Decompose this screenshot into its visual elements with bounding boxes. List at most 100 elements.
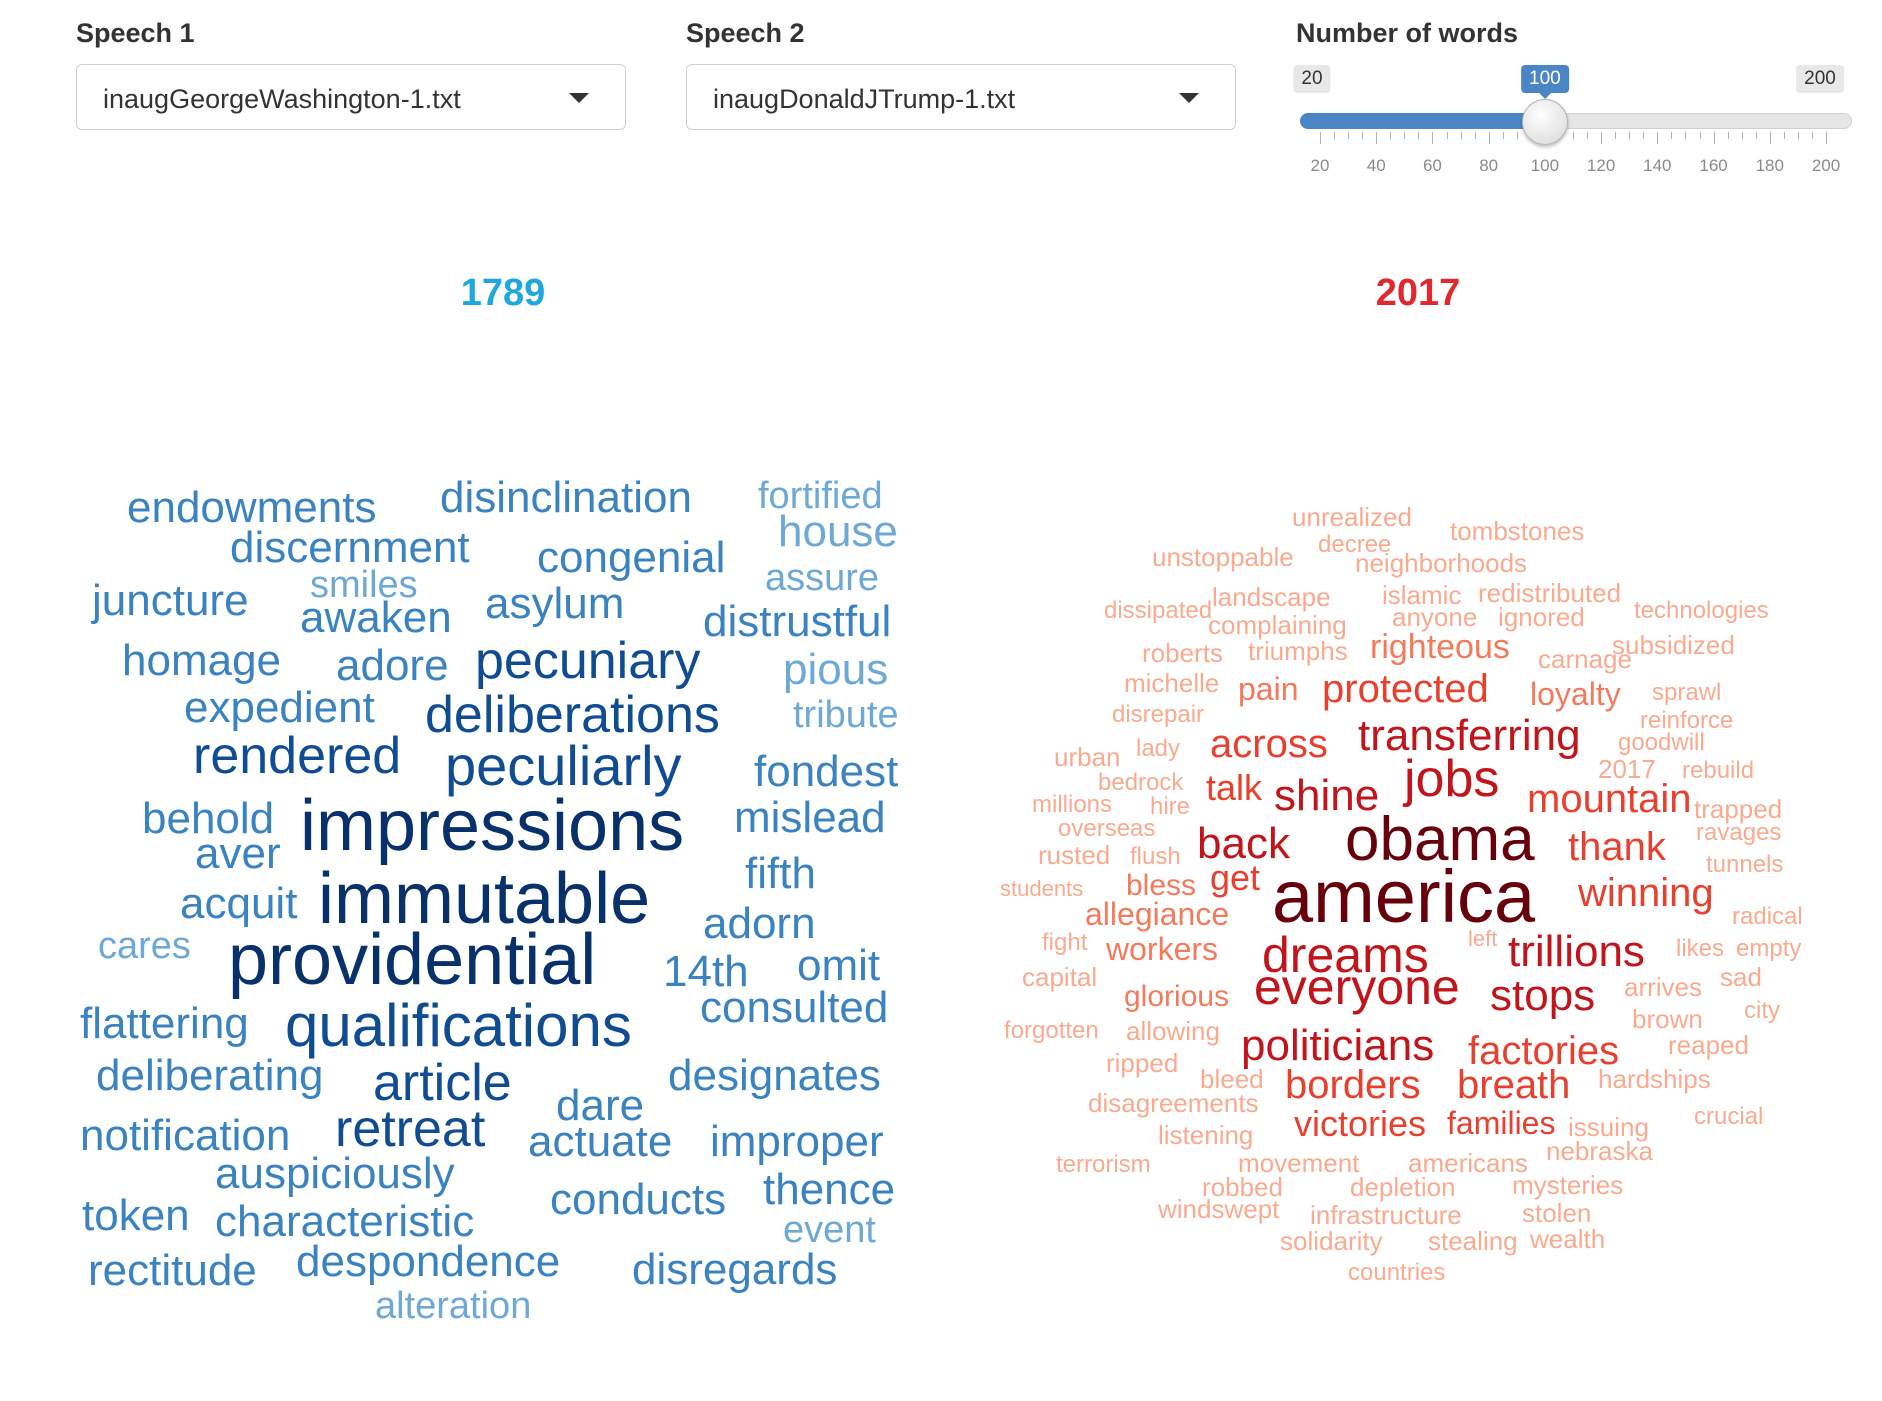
cloud-word-2017: arrives bbox=[1624, 972, 1702, 1002]
slider-tick bbox=[1797, 132, 1799, 139]
slider-tick bbox=[1783, 132, 1785, 139]
cloud-word-1789: aver bbox=[195, 829, 281, 878]
slider-tick bbox=[1826, 132, 1827, 144]
speech2-label: Speech 2 bbox=[686, 18, 805, 48]
slider-tick bbox=[1713, 132, 1715, 144]
cloud-word-2017: countries bbox=[1348, 1259, 1445, 1286]
cloud-word-2017: hire bbox=[1150, 793, 1190, 820]
cloud-word-1789: juncture bbox=[90, 576, 249, 625]
cloud-word-1789: disinclination bbox=[440, 473, 692, 522]
cloud-word-2017: forgotten bbox=[1004, 1017, 1099, 1044]
cloud-word-1789: event bbox=[783, 1209, 876, 1251]
cloud-word-2017: millions bbox=[1032, 791, 1112, 818]
cloud-word-2017: righteous bbox=[1370, 628, 1510, 666]
cloud-word-1789: characteristic bbox=[215, 1197, 474, 1246]
slider-tick bbox=[1671, 132, 1673, 139]
cloud-word-2017: dissipated bbox=[1104, 597, 1212, 624]
cloud-word-1789: endowments bbox=[127, 483, 376, 532]
cloud-word-2017: unstoppable bbox=[1152, 542, 1294, 572]
cloud-word-2017: obama bbox=[1345, 805, 1535, 874]
chevron-down-icon bbox=[1179, 93, 1199, 103]
cloud-word-2017: disagreements bbox=[1088, 1088, 1259, 1118]
cloud-word-1789: awaken bbox=[300, 593, 452, 642]
cloud-word-1789: fondest bbox=[754, 747, 898, 796]
slider-tick bbox=[1615, 132, 1617, 139]
year-2017-heading: 2017 bbox=[1375, 272, 1461, 314]
cloud-word-2017: unrealized bbox=[1292, 502, 1412, 532]
cloud-word-1789: rendered bbox=[193, 727, 401, 785]
cloud-word-2017: landscape bbox=[1212, 582, 1331, 612]
cloud-word-2017: borders bbox=[1285, 1063, 1421, 1107]
cloud-word-2017: sprawl bbox=[1652, 679, 1721, 706]
cloud-word-2017: michelle bbox=[1124, 668, 1219, 698]
cloud-word-2017: across bbox=[1210, 722, 1328, 766]
slider-tick bbox=[1446, 132, 1448, 139]
cloud-word-2017: issuing bbox=[1568, 1112, 1649, 1142]
slider-tick bbox=[1629, 132, 1631, 139]
cloud-word-2017: stolen bbox=[1522, 1198, 1591, 1228]
slider-tick bbox=[1516, 132, 1518, 139]
cloud-word-2017: workers bbox=[1105, 931, 1218, 967]
cloud-word-2017: solidarity bbox=[1280, 1226, 1383, 1256]
cloud-word-2017: nebraska bbox=[1546, 1136, 1653, 1166]
cloud-word-1789: pious bbox=[783, 645, 888, 694]
cloud-word-2017: mountain bbox=[1527, 777, 1692, 821]
slider-tick bbox=[1320, 132, 1321, 144]
cloud-word-1789: fortified bbox=[758, 475, 883, 517]
cloud-word-2017: bleed bbox=[1200, 1064, 1264, 1094]
cloud-word-1789: tribute bbox=[793, 694, 899, 736]
cloud-word-2017: depletion bbox=[1350, 1172, 1456, 1202]
cloud-word-2017: reaped bbox=[1668, 1030, 1749, 1060]
cloud-word-2017: movement bbox=[1238, 1148, 1360, 1178]
cloud-word-2017: goodwill bbox=[1618, 729, 1705, 756]
cloud-word-1789: rectitude bbox=[88, 1246, 257, 1295]
cloud-word-1789: designates bbox=[668, 1051, 881, 1100]
slider-tick bbox=[1685, 132, 1687, 139]
cloud-word-2017: jobs bbox=[1402, 750, 1499, 808]
speech1-label: Speech 1 bbox=[76, 18, 195, 48]
cloud-word-1789: adorn bbox=[703, 899, 816, 948]
cloud-word-2017: mysteries bbox=[1512, 1170, 1623, 1200]
cloud-word-2017: allegiance bbox=[1085, 896, 1229, 932]
cloud-word-2017: flush bbox=[1130, 843, 1181, 870]
cloud-word-1789: deliberating bbox=[96, 1051, 324, 1100]
cloud-word-2017: thank bbox=[1568, 825, 1667, 869]
slider-tick bbox=[1755, 132, 1757, 139]
speech2-select[interactable]: inaugDonaldJTrump-1.txt bbox=[686, 64, 1236, 130]
cloud-word-2017: wealth bbox=[1529, 1224, 1605, 1254]
slider-tick-label: 160 bbox=[1699, 156, 1728, 175]
cloud-word-2017: reinforce bbox=[1640, 707, 1733, 734]
cloud-word-1789: deliberations bbox=[425, 686, 720, 744]
cloud-word-2017: factories bbox=[1468, 1029, 1619, 1073]
cloud-word-2017: breath bbox=[1457, 1063, 1570, 1107]
speech2-selected-value: inaugDonaldJTrump-1.txt bbox=[713, 84, 1016, 114]
cloud-word-1789: acquit bbox=[180, 879, 297, 928]
cloud-word-2017: complaining bbox=[1208, 610, 1347, 640]
slider-tick bbox=[1573, 132, 1574, 139]
slider-tick bbox=[1432, 132, 1434, 144]
cloud-word-2017: decree bbox=[1318, 531, 1391, 558]
cloud-word-2017: bedrock bbox=[1098, 769, 1184, 796]
slider-tick-label: 140 bbox=[1643, 156, 1672, 175]
cloud-word-2017: redistributed bbox=[1478, 578, 1621, 608]
cloud-word-1789: asylum bbox=[485, 579, 624, 628]
cloud-word-2017: likes bbox=[1676, 935, 1724, 962]
cloud-word-2017: triumphs bbox=[1248, 636, 1348, 666]
cloud-word-1789: omit bbox=[797, 941, 880, 990]
slider-tick-label: 180 bbox=[1755, 156, 1784, 175]
slider-tick bbox=[1474, 132, 1476, 139]
speech1-select[interactable]: inaugGeorgeWashington-1.txt bbox=[76, 64, 626, 130]
cloud-word-1789: distrustful bbox=[703, 597, 891, 646]
cloud-word-2017: neighborhoods bbox=[1355, 548, 1527, 578]
cloud-word-2017: everyone bbox=[1254, 959, 1460, 1015]
cloud-word-2017: back bbox=[1197, 819, 1291, 868]
cloud-word-1789: mislead bbox=[734, 793, 886, 842]
cloud-word-1789: alteration bbox=[375, 1285, 531, 1327]
slider-handle[interactable] bbox=[1521, 99, 1568, 145]
cloud-word-2017: robbed bbox=[1202, 1172, 1283, 1202]
year-1789-heading: 1789 bbox=[460, 272, 546, 314]
cloud-word-1789: notification bbox=[80, 1111, 290, 1160]
cloud-word-2017: politicians bbox=[1241, 1021, 1434, 1070]
cloud-word-2017: subsidized bbox=[1612, 630, 1735, 660]
